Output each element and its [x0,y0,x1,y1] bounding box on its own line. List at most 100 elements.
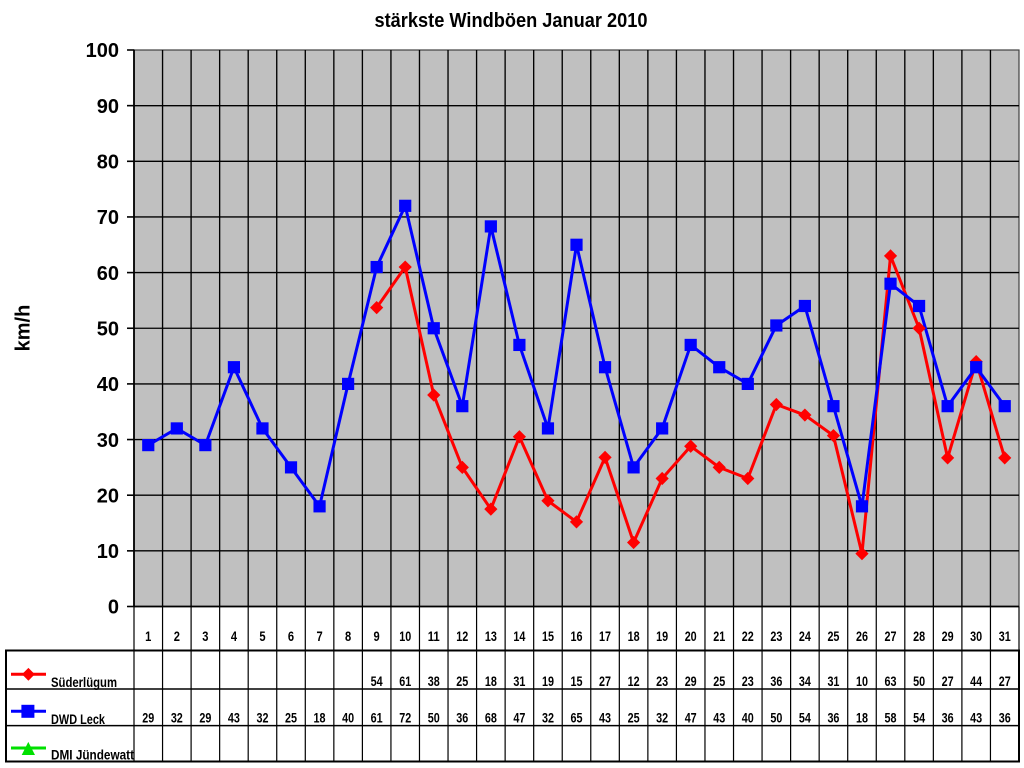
svg-text:43: 43 [970,710,982,726]
svg-text:29: 29 [685,673,697,689]
svg-text:23: 23 [656,673,668,689]
svg-text:36: 36 [770,673,782,689]
svg-text:13: 13 [485,628,497,644]
svg-text:0: 0 [108,597,119,619]
svg-text:30: 30 [970,628,982,644]
svg-text:47: 47 [685,710,697,726]
svg-text:10: 10 [97,541,119,563]
svg-text:38: 38 [428,673,440,689]
svg-text:36: 36 [827,710,839,726]
svg-text:50: 50 [913,673,925,689]
svg-text:stärkste Windböen Januar 2010: stärkste Windböen Januar 2010 [375,10,648,32]
svg-text:23: 23 [742,673,754,689]
svg-text:25: 25 [456,673,468,689]
svg-text:25: 25 [713,673,725,689]
svg-text:17: 17 [599,628,611,644]
svg-text:18: 18 [856,710,868,726]
svg-text:5: 5 [259,628,265,644]
svg-text:50: 50 [770,710,782,726]
svg-text:10: 10 [399,628,411,644]
svg-text:1: 1 [145,628,151,644]
svg-text:27: 27 [999,673,1011,689]
svg-text:11: 11 [428,628,440,644]
svg-text:43: 43 [228,710,240,726]
svg-text:63: 63 [885,673,897,689]
svg-text:100: 100 [86,40,119,62]
svg-text:DWD Leck: DWD Leck [51,711,105,727]
svg-text:65: 65 [571,710,583,726]
svg-text:2: 2 [174,628,180,644]
svg-text:36: 36 [456,710,468,726]
svg-text:19: 19 [542,673,554,689]
svg-text:72: 72 [399,710,411,726]
svg-text:25: 25 [628,710,640,726]
svg-text:28: 28 [913,628,925,644]
svg-text:29: 29 [942,628,954,644]
svg-text:8: 8 [345,628,351,644]
svg-text:4: 4 [231,628,237,644]
svg-text:34: 34 [799,673,811,689]
svg-text:54: 54 [913,710,925,726]
svg-text:32: 32 [656,710,668,726]
svg-text:23: 23 [770,628,782,644]
svg-text:31: 31 [513,673,525,689]
svg-text:15: 15 [571,673,583,689]
svg-text:31: 31 [999,628,1011,644]
svg-text:27: 27 [885,628,897,644]
svg-text:58: 58 [885,710,897,726]
svg-text:54: 54 [799,710,811,726]
svg-text:16: 16 [571,628,583,644]
svg-text:50: 50 [428,710,440,726]
svg-text:36: 36 [942,710,954,726]
svg-text:26: 26 [856,628,868,644]
svg-text:9: 9 [374,628,380,644]
svg-text:18: 18 [628,628,640,644]
svg-text:25: 25 [285,710,297,726]
svg-text:61: 61 [371,710,383,726]
svg-text:24: 24 [799,628,811,644]
svg-text:30: 30 [97,430,119,452]
svg-text:27: 27 [942,673,954,689]
svg-text:DMI Jündewatt: DMI Jündewatt [51,747,134,763]
svg-text:31: 31 [827,673,839,689]
svg-text:50: 50 [97,318,119,340]
svg-text:90: 90 [97,96,119,118]
svg-text:Süderlügum: Süderlügum [51,674,117,690]
svg-text:20: 20 [97,485,119,507]
svg-text:14: 14 [513,628,525,644]
svg-text:6: 6 [288,628,294,644]
svg-text:20: 20 [685,628,697,644]
svg-text:36: 36 [999,710,1011,726]
svg-text:32: 32 [542,710,554,726]
svg-text:47: 47 [513,710,525,726]
svg-text:12: 12 [628,673,640,689]
svg-text:80: 80 [97,152,119,174]
svg-text:21: 21 [713,628,725,644]
svg-text:27: 27 [599,673,611,689]
svg-text:40: 40 [342,710,354,726]
svg-text:12: 12 [456,628,468,644]
svg-text:32: 32 [171,710,183,726]
svg-text:61: 61 [399,673,411,689]
svg-text:3: 3 [202,628,208,644]
svg-text:22: 22 [742,628,754,644]
svg-text:40: 40 [742,710,754,726]
svg-text:43: 43 [713,710,725,726]
svg-text:18: 18 [314,710,326,726]
svg-text:km/h: km/h [13,305,35,352]
svg-text:60: 60 [97,263,119,285]
svg-text:29: 29 [199,710,211,726]
svg-text:44: 44 [970,673,982,689]
svg-text:19: 19 [656,628,668,644]
svg-text:18: 18 [485,673,497,689]
svg-text:68: 68 [485,710,497,726]
svg-text:70: 70 [97,207,119,229]
svg-text:15: 15 [542,628,554,644]
svg-text:43: 43 [599,710,611,726]
svg-text:54: 54 [371,673,383,689]
svg-text:10: 10 [856,673,868,689]
svg-text:40: 40 [97,374,119,396]
svg-text:29: 29 [142,710,154,726]
svg-text:7: 7 [316,628,322,644]
svg-text:25: 25 [827,628,839,644]
